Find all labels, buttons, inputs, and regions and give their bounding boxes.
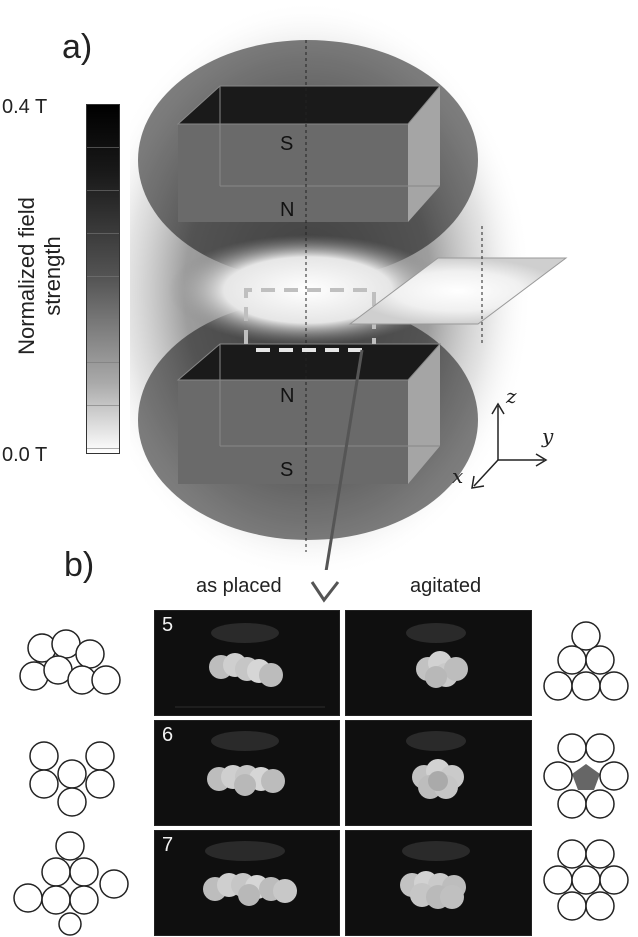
axis-z-label: z bbox=[506, 384, 517, 408]
photo-7-as-placed bbox=[154, 830, 340, 936]
photo-5-as-placed-image bbox=[175, 623, 325, 708]
colorbar bbox=[86, 104, 120, 454]
colorbar-min-label: 0.0 T bbox=[2, 444, 48, 466]
axis-x-label: x bbox=[452, 464, 464, 488]
photo-6-as-placed-image bbox=[207, 731, 285, 796]
field-slice-plane bbox=[348, 226, 568, 344]
photo-7-as-placed-image bbox=[203, 841, 297, 906]
schematic-7-agitated bbox=[543, 839, 629, 921]
schematic-7-as-placed bbox=[13, 831, 129, 936]
photo-5-count: 5 bbox=[162, 614, 174, 636]
photo-6-count: 6 bbox=[162, 724, 174, 746]
top-magnet-lower-pole: N bbox=[280, 199, 295, 221]
colorbar-title: Normalized field strength bbox=[0, 197, 150, 355]
as-placed-column-header: as placed bbox=[196, 575, 282, 597]
colorbar-max-label: 0.4 T bbox=[2, 96, 48, 118]
photo-7-agitated bbox=[345, 830, 532, 936]
photo-6-agitated bbox=[345, 720, 532, 826]
photo-6-agitated-image bbox=[406, 731, 466, 799]
top-magnet bbox=[176, 85, 442, 222]
photo-5-agitated-image bbox=[406, 623, 468, 688]
photo-5-as-placed bbox=[154, 610, 340, 716]
axis-y-label: y bbox=[542, 424, 554, 448]
colorbar-title-line2: strength bbox=[40, 236, 65, 316]
photo-6-as-placed bbox=[154, 720, 340, 826]
schematic-6-agitated bbox=[543, 733, 629, 819]
agitated-column-header: agitated bbox=[410, 575, 482, 597]
schematic-6-as-placed bbox=[29, 741, 115, 817]
bottom-magnet-upper-pole: N bbox=[280, 385, 295, 407]
bottom-magnet bbox=[176, 343, 442, 484]
field-map bbox=[130, 0, 568, 570]
panel-b-label: b) bbox=[64, 546, 95, 584]
schematic-5-agitated bbox=[543, 621, 629, 701]
photo-5-agitated bbox=[345, 610, 532, 716]
top-magnet-upper-pole: S bbox=[280, 133, 294, 155]
coordinate-axes bbox=[471, 402, 548, 489]
schematic-5-as-placed bbox=[19, 629, 121, 695]
photo-7-agitated-image bbox=[400, 841, 470, 909]
arrow-head bbox=[310, 581, 340, 603]
central-void bbox=[572, 764, 600, 790]
photo-7-count: 7 bbox=[162, 834, 174, 856]
panel-a-label: a) bbox=[62, 28, 93, 66]
bottom-magnet-lower-pole: S bbox=[280, 459, 294, 481]
colorbar-title-line1: Normalized field bbox=[14, 197, 39, 355]
